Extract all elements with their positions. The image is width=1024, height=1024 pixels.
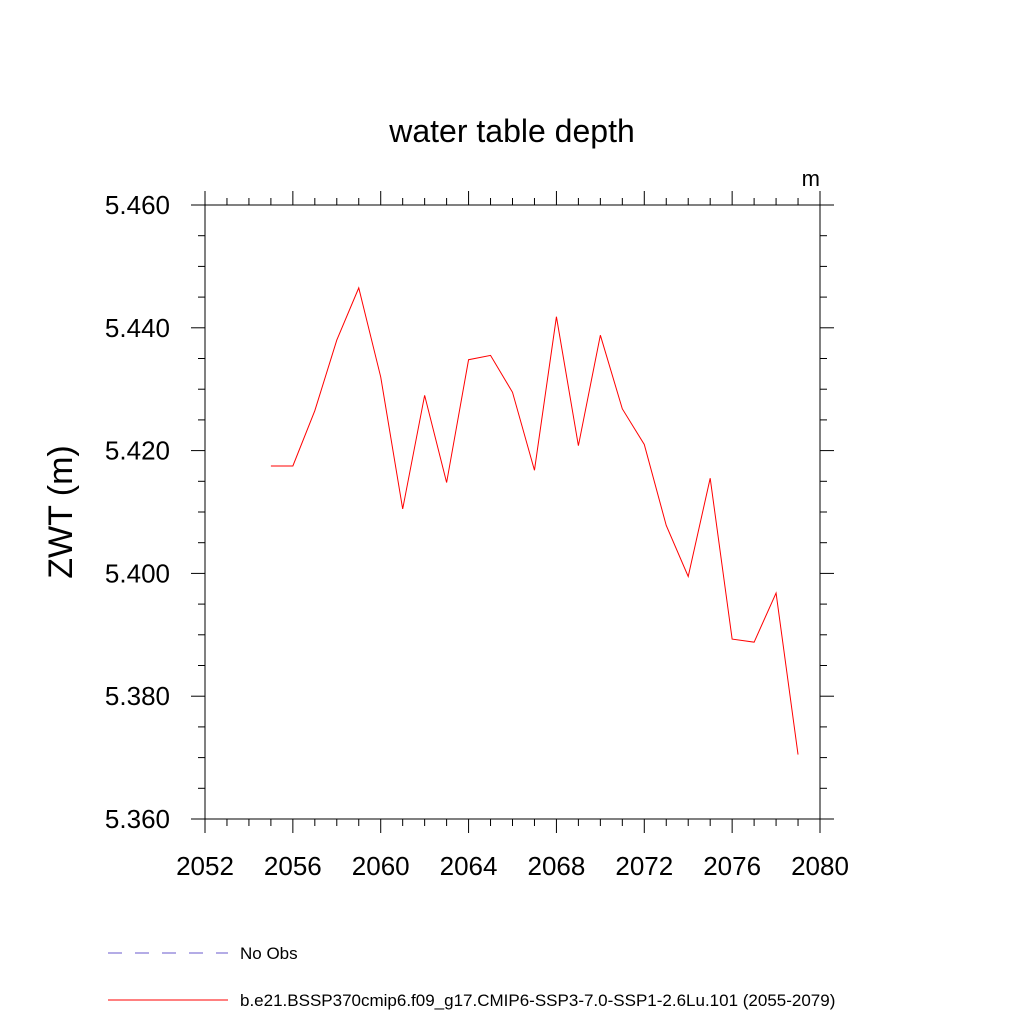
x-tick-label: 2060 — [352, 851, 410, 881]
y-tick-label: 5.360 — [105, 804, 170, 834]
units-label: m — [802, 166, 820, 191]
x-tick-label: 2064 — [440, 851, 498, 881]
x-tick-label: 2052 — [176, 851, 234, 881]
x-tick-label: 2072 — [615, 851, 673, 881]
x-tick-label: 2080 — [791, 851, 849, 881]
y-tick-label: 5.440 — [105, 313, 170, 343]
plot-frame — [204, 204, 821, 820]
legend-label: No Obs — [240, 944, 298, 963]
legend-label: b.e21.BSSP370cmip6.f09_g17.CMIP6-SSP3-7.… — [240, 991, 835, 1010]
y-tick-label: 5.460 — [105, 190, 170, 220]
y-tick-label: 5.420 — [105, 436, 170, 466]
y-axis-label: ZWT (m) — [42, 445, 80, 578]
chart-title: water table depth — [388, 113, 635, 149]
x-tick-label: 2076 — [703, 851, 761, 881]
legend: No Obs b.e21.BSSP370cmip6.f09_g17.CMIP6-S… — [108, 944, 835, 1010]
x-axis-ticks — [204, 191, 821, 833]
series-points — [269, 286, 799, 756]
x-tick-label: 2068 — [528, 851, 586, 881]
y-axis-ticks — [191, 204, 834, 820]
y-axis-tick-labels: 5.360 5.380 5.400 5.420 5.440 5.460 — [105, 190, 170, 834]
x-tick-label: 2056 — [264, 851, 322, 881]
x-axis-tick-labels: 2052 2056 2060 2064 2068 2072 2076 2080 — [176, 851, 849, 881]
series-line-ssp370 — [270, 286, 799, 755]
y-tick-label: 5.400 — [105, 558, 170, 588]
y-tick-label: 5.380 — [105, 681, 170, 711]
